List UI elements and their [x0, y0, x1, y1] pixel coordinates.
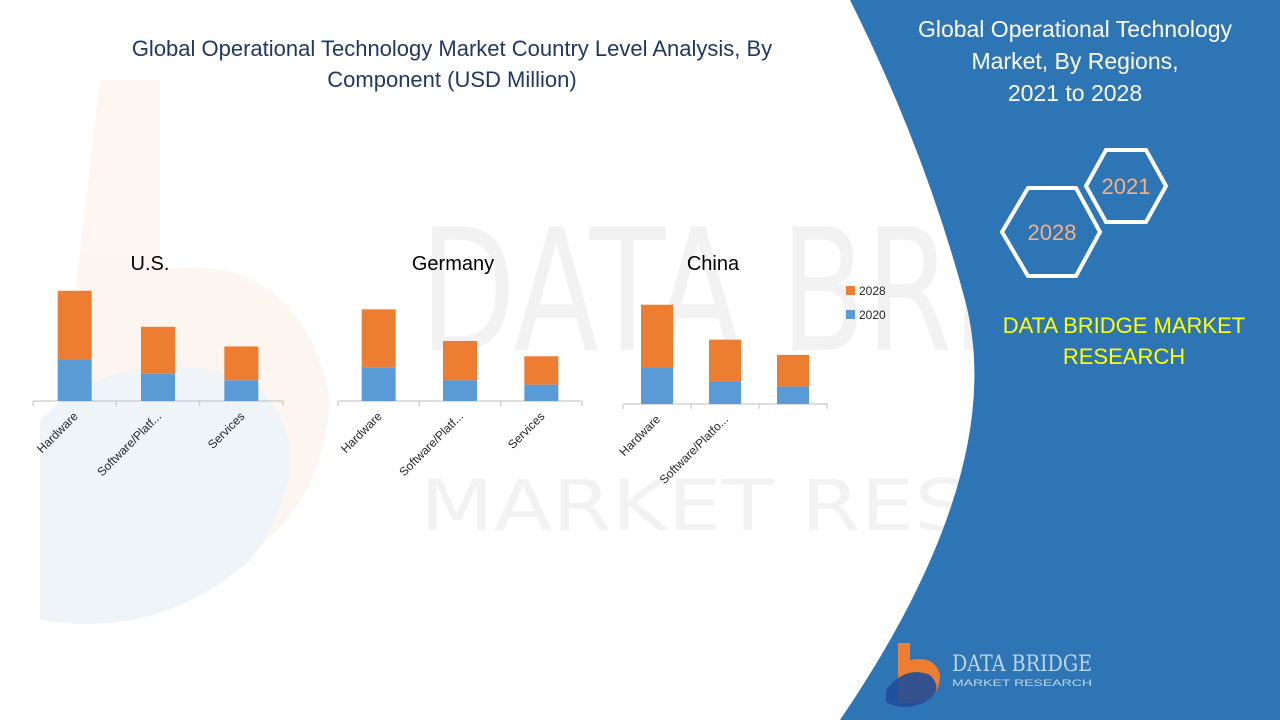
side-title-line3: 2021 to 2028 — [1008, 80, 1142, 106]
bar-2020 — [443, 380, 477, 401]
chart-title: Germany — [412, 253, 494, 275]
brand-line1: DATA BRIDGE MARKET — [1003, 313, 1245, 338]
side-title-line2: Market, By Regions, — [971, 48, 1178, 74]
chart-title: U.S. — [131, 253, 170, 275]
watermark-logo-shape-blue — [40, 366, 290, 624]
legend-swatch — [846, 310, 855, 319]
bar-2020 — [709, 381, 741, 404]
bar-2028 — [777, 354, 809, 387]
bar-2028 — [361, 309, 396, 368]
data-bridge-logo: DATA BRIDGE MARKET RESEARCH — [886, 643, 1092, 707]
category-label: Hardware — [616, 412, 663, 459]
hexagon-front-label: 2028 — [1028, 220, 1077, 245]
bar-2028 — [224, 346, 259, 381]
bar-2020 — [777, 386, 809, 404]
legend-label: 2028 — [859, 284, 886, 298]
bar-2028 — [709, 339, 741, 382]
main-title-line1: Global Operational Technology Market Cou… — [132, 36, 772, 61]
chart-title: China — [687, 253, 740, 275]
bar-2020 — [641, 368, 673, 404]
bar-2020 — [224, 380, 259, 401]
hexagon-back-label: 2021 — [1102, 174, 1151, 199]
category-label: Hardware — [338, 409, 385, 456]
hexagon-2028: 2028 — [999, 186, 1103, 278]
logo-swoosh-shape — [886, 672, 937, 707]
side-panel-background — [840, 0, 1280, 720]
hexagon-front-shape — [999, 186, 1103, 278]
bar-2020 — [524, 384, 559, 401]
logo-name: DATA BRIDGE — [952, 652, 1092, 677]
bar-2020 — [361, 367, 396, 401]
bar-2020 — [141, 373, 175, 401]
bar-2028 — [443, 341, 477, 381]
bar-2028 — [641, 304, 673, 368]
hexagon-2021: 2021 — [1083, 148, 1169, 224]
watermark-logo-shape — [40, 80, 330, 600]
category-label: Services — [505, 409, 547, 451]
bar-2020 — [57, 359, 92, 401]
legend-label: 2020 — [859, 308, 886, 322]
brand-line2: RESEARCH — [1063, 344, 1185, 369]
bar-2028 — [57, 290, 92, 360]
side-title-line1: Global Operational Technology — [918, 16, 1233, 42]
hexagon-back-shape — [1083, 148, 1169, 224]
bar-2028 — [524, 356, 559, 385]
main-title-line2: Component (USD Million) — [327, 67, 576, 92]
logo-subtitle: MARKET RESEARCH — [952, 678, 1092, 688]
bar-2028 — [141, 326, 175, 374]
legend-swatch — [846, 286, 855, 295]
